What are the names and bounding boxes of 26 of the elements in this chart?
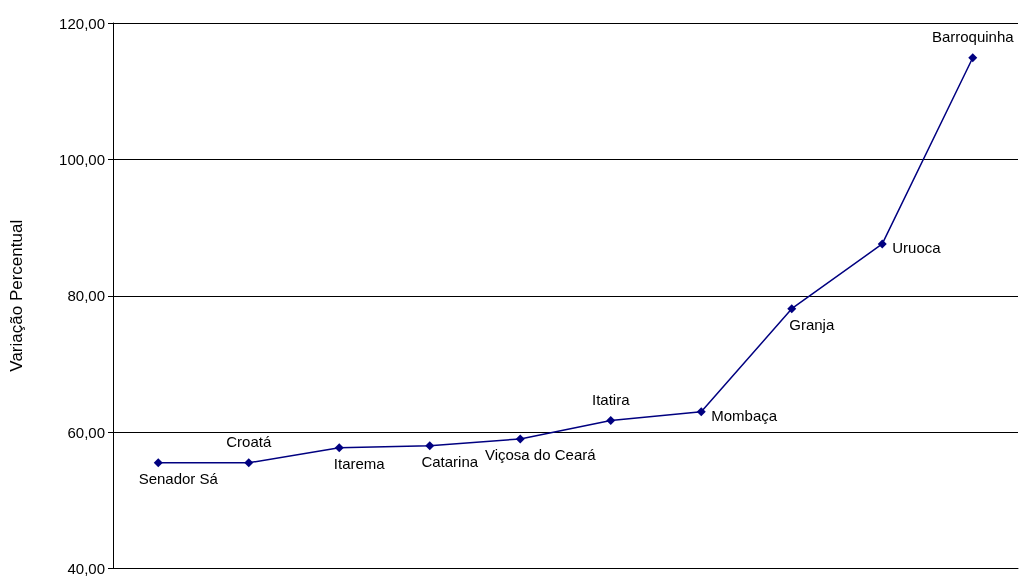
x-tick-label: Barroquinha [931, 27, 1015, 45]
point [877, 239, 887, 249]
point [968, 53, 978, 63]
x-tick-label: Viçosa do Ceará [484, 445, 597, 463]
y-tick-label: 120,00 [59, 14, 105, 32]
y-tick-label: 40,00 [67, 560, 105, 576]
x-tick-label: Itarema [333, 454, 386, 472]
point [787, 304, 797, 314]
x-tick-label: Itatira [591, 390, 631, 408]
y-tick-label: 80,00 [67, 287, 105, 305]
y-tick-label: 60,00 [67, 423, 105, 441]
point [425, 441, 435, 451]
point [334, 443, 344, 453]
point [606, 416, 616, 426]
x-tick-label: Senador Sá [138, 469, 219, 487]
point [696, 407, 706, 417]
y-tick-label: 100,00 [59, 150, 105, 168]
x-tick-label: Granja [789, 315, 835, 333]
point [153, 458, 163, 468]
x-tick-label: Catarina [421, 452, 479, 470]
point [515, 434, 525, 444]
x-tick-label: Mombaça [711, 407, 778, 425]
y-axis-title: Variação Percentual [7, 219, 26, 372]
point [244, 458, 254, 468]
x-tick-label: Uruoca [892, 239, 942, 257]
x-tick-label: Croatá [226, 432, 272, 450]
